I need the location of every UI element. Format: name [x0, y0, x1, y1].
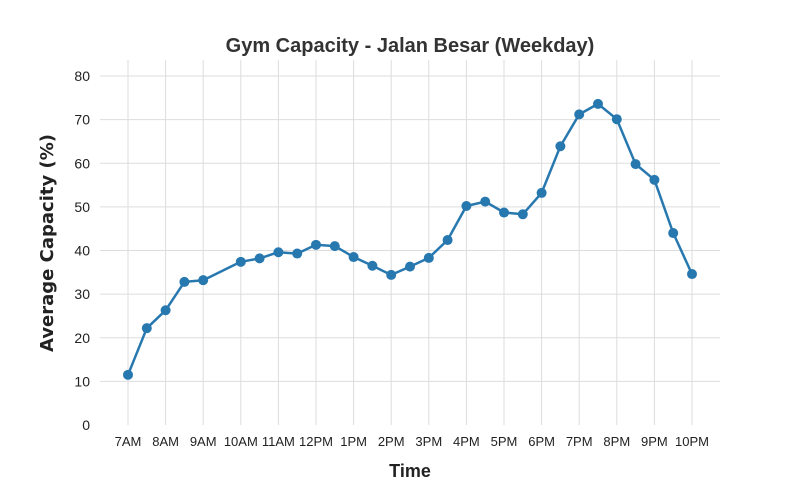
y-tick-labels: 0 10 20 30 40 50 60 70 80 — [74, 68, 90, 433]
y-tick-label: 70 — [74, 112, 90, 128]
data-point — [687, 269, 697, 280]
data-point — [536, 187, 547, 198]
x-tick-label: 7AM — [115, 434, 142, 449]
x-tick-label: 9AM — [190, 434, 217, 449]
data-point — [386, 269, 397, 280]
data-point — [555, 141, 566, 152]
data-point — [668, 228, 679, 239]
x-tick-label: 10PM — [675, 434, 709, 449]
data-point — [423, 252, 434, 263]
y-tick-label: 20 — [74, 330, 90, 346]
chart-title: Gym Capacity - Jalan Besar (Weekday) — [226, 35, 595, 57]
data-point — [593, 98, 603, 109]
data-point — [141, 323, 152, 334]
data-point — [292, 248, 303, 259]
data-point — [254, 253, 265, 264]
x-tick-label: 5PM — [491, 434, 518, 449]
y-axis-label: Average Capacity (%) — [37, 134, 58, 352]
data-point — [461, 201, 472, 212]
x-tick-label: 9PM — [641, 434, 668, 449]
x-tick-label: 3PM — [415, 434, 442, 449]
data-point — [517, 209, 528, 220]
data-point — [499, 207, 509, 218]
data-point — [630, 159, 641, 170]
data-point — [348, 252, 359, 263]
x-tick-label: 1PM — [340, 434, 367, 449]
x-tick-label: 8PM — [603, 434, 630, 449]
data-point — [611, 114, 622, 125]
y-tick-label: 60 — [74, 155, 90, 171]
x-tick-label: 11AM — [262, 434, 295, 449]
y-tick-label: 80 — [74, 68, 90, 84]
grid-lines — [100, 60, 720, 425]
y-tick-label: 0 — [82, 417, 90, 433]
x-tick-label: 6PM — [528, 434, 555, 449]
data-point — [405, 261, 415, 272]
series-line — [126, 102, 694, 376]
x-tick-label: 2PM — [378, 434, 405, 449]
data-point — [123, 369, 133, 380]
y-tick-label: 50 — [74, 199, 90, 215]
data-point — [329, 241, 340, 252]
data-point — [574, 109, 585, 120]
x-tick-label: 12PM — [299, 434, 333, 449]
y-tick-label: 10 — [74, 373, 90, 389]
data-point — [160, 305, 171, 316]
data-point — [179, 276, 190, 287]
x-tick-labels: 7AM 8AM 9AM 10AM 11AM 12PM 1PM 2PM 3PM 4PM 5PM 6PM 7… — [115, 434, 709, 449]
data-point — [442, 235, 453, 246]
x-tick-label: 8AM — [152, 434, 179, 449]
x-tick-label: 10AM — [224, 434, 258, 449]
data-point — [198, 275, 209, 286]
y-tick-label: 40 — [74, 243, 90, 259]
x-tick-label: 4PM — [453, 434, 480, 449]
data-point — [311, 239, 321, 250]
data-point — [649, 174, 660, 185]
data-point — [480, 196, 491, 207]
data-point — [273, 247, 284, 258]
data-point — [235, 256, 246, 267]
y-tick-label: 30 — [74, 286, 90, 302]
x-axis-label: Time — [389, 461, 431, 481]
series-layer — [123, 98, 697, 380]
data-point — [367, 260, 378, 271]
x-tick-label: 7PM — [566, 434, 593, 449]
